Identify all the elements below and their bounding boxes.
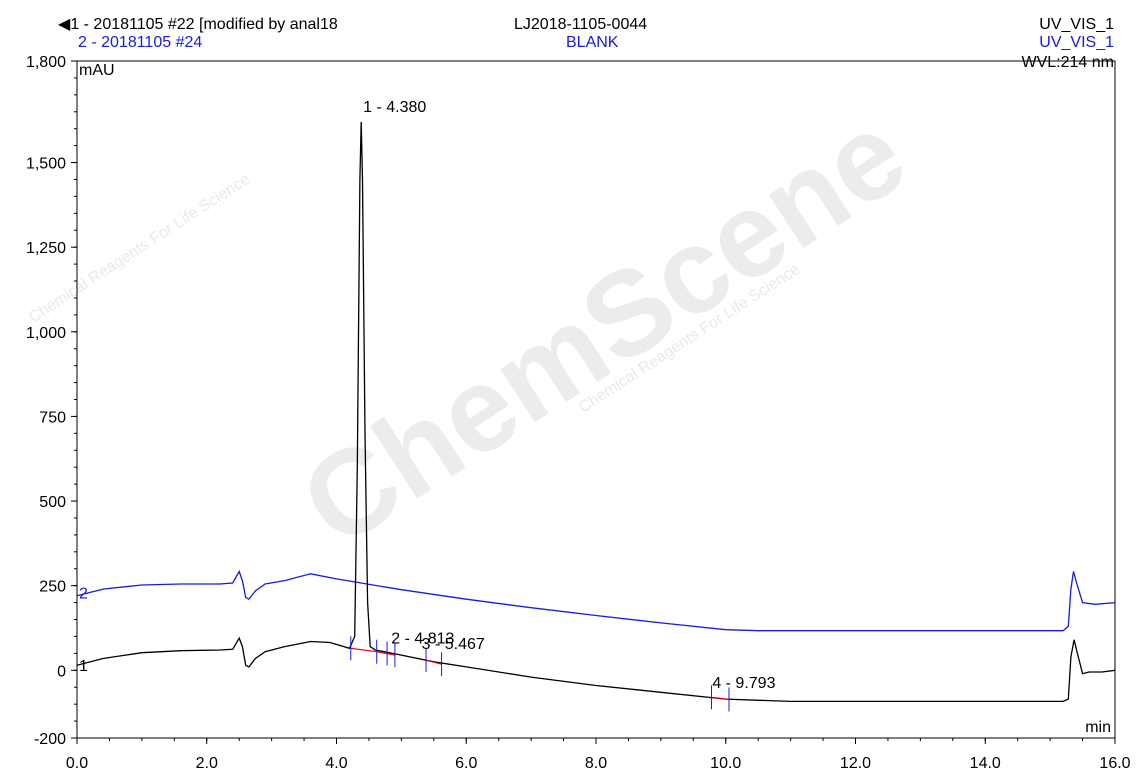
- trace-offset-label: 2: [79, 585, 88, 602]
- integration-baseline: [711, 696, 730, 701]
- series-1-line: [76, 121, 1116, 703]
- integration-baseline: [425, 659, 442, 665]
- trace-offset-label: 1: [79, 658, 88, 675]
- y-tick-label: 750: [39, 409, 66, 426]
- x-axis-label: min: [1085, 719, 1111, 736]
- wavelength-label: WVL:214 nm: [1021, 54, 1114, 71]
- y-tick-label: 1,250: [26, 240, 66, 257]
- y-tick-label: -200: [34, 731, 66, 748]
- x-tick-label: 16.0: [1099, 755, 1130, 772]
- plot-frame: [76, 60, 1116, 739]
- y-tick-label: 1,500: [26, 156, 66, 173]
- peak-label: 2 - 4.813: [391, 631, 454, 648]
- x-tick-label: 4.0: [325, 755, 347, 772]
- integration-baseline: [376, 651, 395, 656]
- channel-1: UV_VIS_1: [1039, 16, 1114, 33]
- series-2-line: [76, 569, 1116, 632]
- trace2-label: 2 - 20181105 #24: [78, 34, 203, 51]
- peak-label: 1 - 4.380: [363, 99, 426, 116]
- x-tick-label: 14.0: [970, 755, 1001, 772]
- trace1-label: ◀1 - 20181105 #22 [modified by anal18: [58, 16, 338, 33]
- y-tick-label: 0: [57, 663, 66, 680]
- x-tick-label: 0.0: [66, 755, 88, 772]
- y-tick-label: 1,800: [26, 54, 66, 71]
- y-axis-label: mAU: [79, 62, 115, 79]
- sample-name: LJ2018-1105-0044: [514, 16, 648, 33]
- channel-2: UV_VIS_1: [1039, 34, 1114, 51]
- x-tick-label: 2.0: [196, 755, 218, 772]
- trace1-arrow-icon: ◀: [58, 16, 71, 33]
- integration-baseline: [350, 647, 377, 653]
- blank-name: BLANK: [566, 34, 619, 51]
- peak-label: 4 - 9.793: [712, 675, 775, 692]
- x-tick-label: 6.0: [455, 755, 477, 772]
- peak-label: 3 - 5.467: [422, 636, 485, 653]
- x-tick-label: 10.0: [710, 755, 741, 772]
- y-tick-label: 1,000: [26, 325, 66, 342]
- x-tick-label: 12.0: [840, 755, 871, 772]
- x-tick-label: 8.0: [585, 755, 607, 772]
- y-tick-label: 250: [39, 579, 66, 596]
- y-tick-label: 500: [39, 494, 66, 511]
